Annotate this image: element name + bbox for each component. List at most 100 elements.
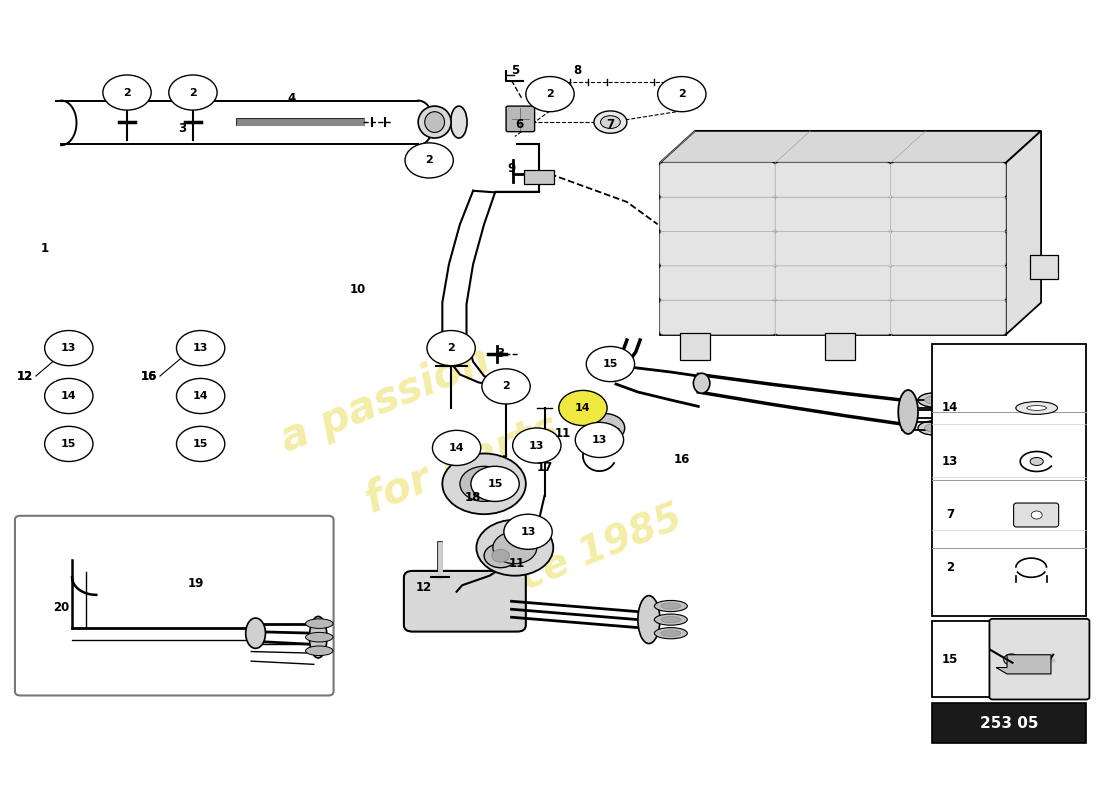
- Text: 14: 14: [192, 391, 209, 401]
- Text: 4: 4: [288, 92, 296, 105]
- Ellipse shape: [918, 393, 952, 407]
- Text: 2: 2: [946, 562, 954, 574]
- Circle shape: [513, 428, 561, 463]
- Circle shape: [45, 378, 94, 414]
- FancyBboxPatch shape: [524, 170, 554, 184]
- Ellipse shape: [661, 603, 681, 610]
- Ellipse shape: [925, 396, 945, 404]
- Text: 9: 9: [507, 162, 516, 175]
- FancyBboxPatch shape: [660, 300, 776, 334]
- FancyBboxPatch shape: [776, 197, 891, 231]
- Text: 19: 19: [188, 577, 205, 590]
- Text: a passion: a passion: [274, 339, 496, 461]
- Circle shape: [482, 369, 530, 404]
- Ellipse shape: [899, 390, 918, 434]
- Circle shape: [471, 466, 519, 502]
- Circle shape: [493, 532, 537, 564]
- Circle shape: [176, 330, 224, 366]
- Text: 11: 11: [556, 427, 571, 440]
- Circle shape: [45, 330, 94, 366]
- Circle shape: [442, 454, 526, 514]
- Ellipse shape: [654, 614, 688, 626]
- Text: 6: 6: [515, 118, 524, 131]
- Circle shape: [473, 476, 495, 492]
- Ellipse shape: [306, 619, 333, 629]
- Circle shape: [168, 75, 217, 110]
- Text: 7: 7: [606, 118, 615, 131]
- Circle shape: [176, 426, 224, 462]
- Ellipse shape: [1031, 511, 1042, 519]
- Circle shape: [103, 75, 151, 110]
- Ellipse shape: [245, 618, 265, 648]
- FancyBboxPatch shape: [1013, 503, 1058, 527]
- Text: 2: 2: [426, 155, 433, 166]
- Text: 15: 15: [487, 479, 503, 489]
- Text: 13: 13: [62, 343, 77, 353]
- Text: 13: 13: [529, 441, 544, 450]
- FancyBboxPatch shape: [404, 571, 526, 631]
- Text: 2: 2: [546, 89, 554, 99]
- Circle shape: [405, 143, 453, 178]
- FancyBboxPatch shape: [891, 163, 1005, 197]
- Polygon shape: [996, 654, 1050, 674]
- FancyBboxPatch shape: [933, 344, 1086, 616]
- Text: 8: 8: [573, 65, 582, 78]
- Ellipse shape: [925, 424, 945, 432]
- Ellipse shape: [594, 111, 627, 134]
- Text: 3: 3: [496, 347, 505, 360]
- Ellipse shape: [306, 632, 333, 642]
- Text: 7: 7: [946, 509, 954, 522]
- Circle shape: [45, 426, 94, 462]
- Ellipse shape: [654, 601, 688, 612]
- Text: for parts: for parts: [360, 406, 565, 522]
- Text: 14: 14: [942, 402, 958, 414]
- Text: 18: 18: [465, 491, 482, 504]
- Text: 20: 20: [53, 601, 69, 614]
- Ellipse shape: [418, 106, 451, 138]
- FancyBboxPatch shape: [1030, 254, 1057, 278]
- Ellipse shape: [693, 374, 710, 394]
- Text: 2: 2: [123, 87, 131, 98]
- Ellipse shape: [953, 406, 972, 414]
- Text: 13: 13: [592, 435, 607, 445]
- Circle shape: [658, 77, 706, 112]
- FancyBboxPatch shape: [933, 622, 1086, 697]
- FancyBboxPatch shape: [891, 231, 1005, 266]
- FancyBboxPatch shape: [891, 197, 1005, 231]
- FancyBboxPatch shape: [680, 333, 711, 360]
- Polygon shape: [660, 163, 1005, 334]
- Text: 12: 12: [16, 370, 33, 382]
- Polygon shape: [660, 131, 1041, 163]
- FancyBboxPatch shape: [776, 300, 891, 334]
- Circle shape: [585, 414, 625, 442]
- FancyBboxPatch shape: [506, 106, 535, 132]
- FancyBboxPatch shape: [660, 197, 776, 231]
- Ellipse shape: [306, 646, 333, 655]
- Text: since 1985: since 1985: [455, 498, 688, 622]
- FancyBboxPatch shape: [776, 163, 891, 197]
- Ellipse shape: [601, 116, 620, 129]
- Text: 13: 13: [520, 526, 536, 537]
- Text: 17: 17: [537, 462, 552, 474]
- Ellipse shape: [661, 617, 681, 623]
- Text: 5: 5: [510, 65, 519, 78]
- Ellipse shape: [425, 112, 444, 133]
- FancyBboxPatch shape: [825, 333, 856, 360]
- Circle shape: [460, 466, 508, 502]
- Polygon shape: [1005, 131, 1041, 334]
- Ellipse shape: [451, 106, 468, 138]
- FancyBboxPatch shape: [891, 266, 1005, 300]
- Text: 12: 12: [416, 581, 432, 594]
- Text: 15: 15: [62, 439, 77, 449]
- Circle shape: [504, 514, 552, 550]
- FancyBboxPatch shape: [15, 516, 333, 695]
- Text: 3: 3: [178, 122, 186, 135]
- Circle shape: [427, 330, 475, 366]
- Text: 13: 13: [942, 455, 958, 468]
- Ellipse shape: [1030, 458, 1043, 466]
- Circle shape: [432, 430, 481, 466]
- Text: 14: 14: [60, 391, 77, 401]
- Text: 10: 10: [350, 283, 366, 296]
- Text: 15: 15: [192, 439, 208, 449]
- Ellipse shape: [946, 403, 979, 418]
